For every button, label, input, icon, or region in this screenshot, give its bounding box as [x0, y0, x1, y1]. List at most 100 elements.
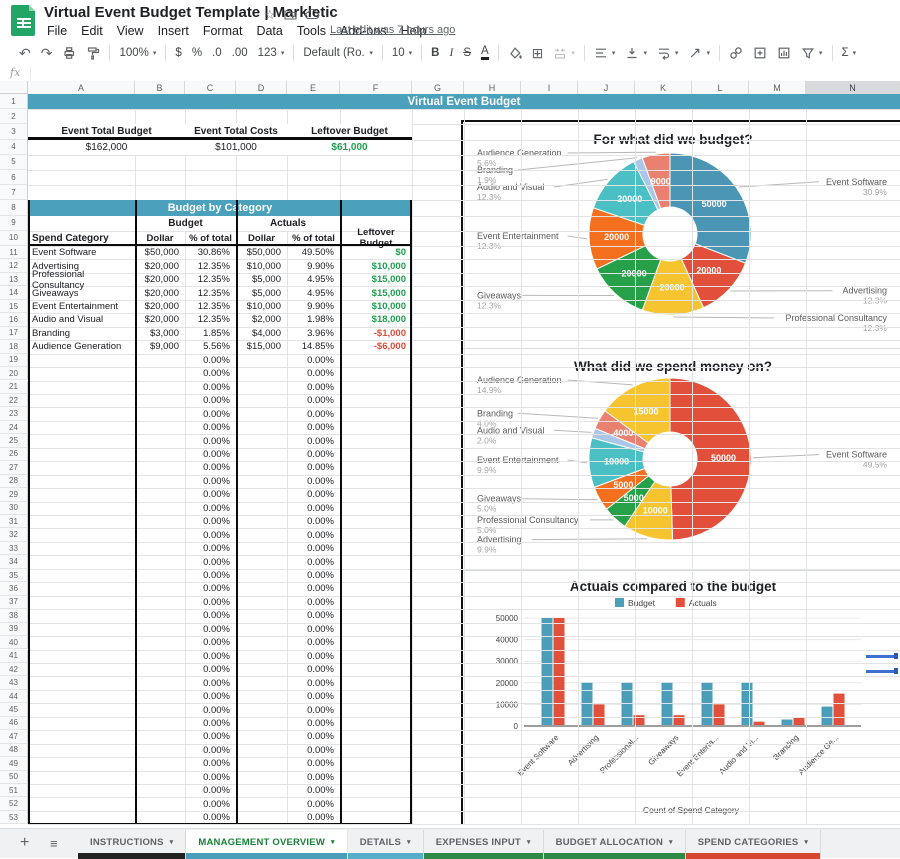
cell-actual-pct[interactable]: 0.00%	[287, 555, 340, 568]
cell-budget-pct[interactable]: 0.00%	[185, 757, 236, 770]
cell-actual-dollar[interactable]: $50,000	[236, 246, 287, 259]
col-header-leftover[interactable]: Leftover Budget	[340, 231, 412, 246]
cell-leftover[interactable]: $0	[340, 246, 412, 259]
column-header-D[interactable]: D	[236, 81, 287, 94]
cell-actual-dollar[interactable]: $10,000	[236, 300, 287, 313]
cell-leftover[interactable]: $10,000	[340, 300, 412, 313]
cell-budget-pct[interactable]: 0.00%	[185, 367, 236, 380]
row-header-19[interactable]: 19	[0, 354, 28, 367]
cell-actual-pct[interactable]: 0.00%	[287, 771, 340, 784]
selection-indicator-handle[interactable]	[894, 653, 898, 659]
cell-actual-pct[interactable]: 9.90%	[287, 259, 340, 272]
menu-format[interactable]: Format	[196, 24, 250, 38]
sheet-tab-instructions[interactable]: INSTRUCTIONS▾	[78, 830, 186, 859]
row-header-47[interactable]: 47	[0, 730, 28, 743]
cell-budget-pct[interactable]: 0.00%	[185, 811, 236, 824]
cell-actual-pct[interactable]: 0.00%	[287, 502, 340, 515]
cell-budget-dollar[interactable]: $20,000	[135, 313, 185, 326]
all-sheets-icon[interactable]: ≡	[50, 836, 58, 851]
cell-actual-pct[interactable]: 0.00%	[287, 434, 340, 447]
column-header-I[interactable]: I	[521, 81, 578, 94]
row-header-34[interactable]: 34	[0, 555, 28, 568]
selection-indicator-handle[interactable]	[894, 668, 898, 674]
cell-budget-pct[interactable]: 0.00%	[185, 744, 236, 757]
toolbar-vertical-align-icon[interactable]: ▾	[620, 42, 652, 64]
toolbar-currency-format-button[interactable]: $	[170, 42, 186, 64]
cell-budget-pct[interactable]: 0.00%	[185, 475, 236, 488]
cell-actual-pct[interactable]: 0.00%	[287, 367, 340, 380]
cell-budget-pct[interactable]: 0.00%	[185, 582, 236, 595]
row-header-31[interactable]: 31	[0, 515, 28, 528]
cell-category[interactable]: Event Software	[28, 246, 135, 259]
cell-actual-pct[interactable]: 0.00%	[287, 690, 340, 703]
row-header-2[interactable]: 2	[0, 109, 28, 124]
cell-budget-pct[interactable]: 0.00%	[185, 609, 236, 622]
toolbar-horizontal-align-icon[interactable]: ▾	[589, 42, 621, 64]
row-header-20[interactable]: 20	[0, 367, 28, 380]
cell-budget-pct[interactable]: 0.00%	[185, 676, 236, 689]
cell-actual-dollar[interactable]: $4,000	[236, 327, 287, 340]
cell-actual-dollar[interactable]: $2,000	[236, 313, 287, 326]
formula-bar[interactable]: fx	[0, 66, 900, 82]
cell-category[interactable]: Audience Generation	[28, 340, 135, 353]
cell-leftover[interactable]: $15,000	[340, 273, 412, 286]
cell-category[interactable]: Branding	[28, 327, 135, 340]
cell-budget-pct[interactable]: 30.86%	[185, 246, 236, 259]
cell-actual-dollar[interactable]: $15,000	[236, 340, 287, 353]
cell-actual-pct[interactable]: 0.00%	[287, 461, 340, 474]
cell-actual-pct[interactable]: 0.00%	[287, 381, 340, 394]
column-header-N[interactable]: N	[806, 81, 900, 94]
cell-budget-pct[interactable]: 1.85%	[185, 327, 236, 340]
row-header-18[interactable]: 18	[0, 340, 28, 353]
row-header-32[interactable]: 32	[0, 528, 28, 541]
cell-budget-dollar[interactable]: $20,000	[135, 273, 185, 286]
cell-budget-pct[interactable]: 0.00%	[185, 690, 236, 703]
column-header-J[interactable]: J	[578, 81, 635, 94]
toolbar-paint-format-icon[interactable]	[81, 42, 105, 64]
cell-budget-dollar[interactable]: $20,000	[135, 259, 185, 272]
star-icon[interactable]: ☆	[264, 7, 276, 23]
cell-budget-pct[interactable]: 5.56%	[185, 340, 236, 353]
menu-insert[interactable]: Insert	[151, 24, 196, 38]
row-header-52[interactable]: 52	[0, 797, 28, 810]
summary-value[interactable]: $162,000	[28, 140, 185, 155]
sheet-tab-details[interactable]: DETAILS▾	[348, 830, 424, 859]
toolbar-filter-icon[interactable]: ▾	[796, 42, 828, 64]
cell-actual-pct[interactable]: 0.00%	[287, 784, 340, 797]
row-header-15[interactable]: 15	[0, 300, 28, 313]
row-header-50[interactable]: 50	[0, 771, 28, 784]
cell-actual-pct[interactable]: 0.00%	[287, 569, 340, 582]
column-header-K[interactable]: K	[635, 81, 692, 94]
cell-budget-pct[interactable]: 12.35%	[185, 313, 236, 326]
cell-budget-pct[interactable]: 0.00%	[185, 730, 236, 743]
col-header-spend-category[interactable]: Spend Category	[28, 231, 135, 246]
row-header-16[interactable]: 16	[0, 313, 28, 326]
toolbar-bold-button[interactable]: B	[426, 42, 444, 64]
row-header-53[interactable]: 53	[0, 811, 28, 824]
toolbar-redo-icon[interactable]: ↷	[36, 42, 58, 64]
cell-actual-dollar[interactable]: $5,000	[236, 286, 287, 299]
summary-header[interactable]: Leftover Budget	[287, 124, 412, 139]
cell-category[interactable]: Audio and Visual	[28, 313, 135, 326]
toolbar-strikethrough-button[interactable]: S	[458, 42, 476, 64]
row-header-23[interactable]: 23	[0, 407, 28, 420]
cell-actual-pct[interactable]: 14.85%	[287, 340, 340, 353]
cell-budget-dollar[interactable]: $9,000	[135, 340, 185, 353]
cell-actual-pct[interactable]: 0.00%	[287, 394, 340, 407]
group-header-budget[interactable]: Budget	[135, 216, 236, 231]
cell-budget-pct[interactable]: 0.00%	[185, 354, 236, 367]
cell-actual-pct[interactable]: 0.00%	[287, 448, 340, 461]
row-header-48[interactable]: 48	[0, 744, 28, 757]
cell-budget-pct[interactable]: 0.00%	[185, 636, 236, 649]
row-header-29[interactable]: 29	[0, 488, 28, 501]
row-header-13[interactable]: 13	[0, 273, 28, 286]
cell-budget-pct[interactable]: 0.00%	[185, 488, 236, 501]
row-header-40[interactable]: 40	[0, 636, 28, 649]
cell-budget-dollar[interactable]: $20,000	[135, 286, 185, 299]
cell-actual-pct[interactable]: 0.00%	[287, 623, 340, 636]
cell-budget-pct[interactable]: 0.00%	[185, 703, 236, 716]
sheet-tab-budget-allocation[interactable]: BUDGET ALLOCATION▾	[544, 830, 686, 859]
cell-category[interactable]: Event Entertainment	[28, 300, 135, 313]
cell-actual-pct[interactable]: 0.00%	[287, 475, 340, 488]
